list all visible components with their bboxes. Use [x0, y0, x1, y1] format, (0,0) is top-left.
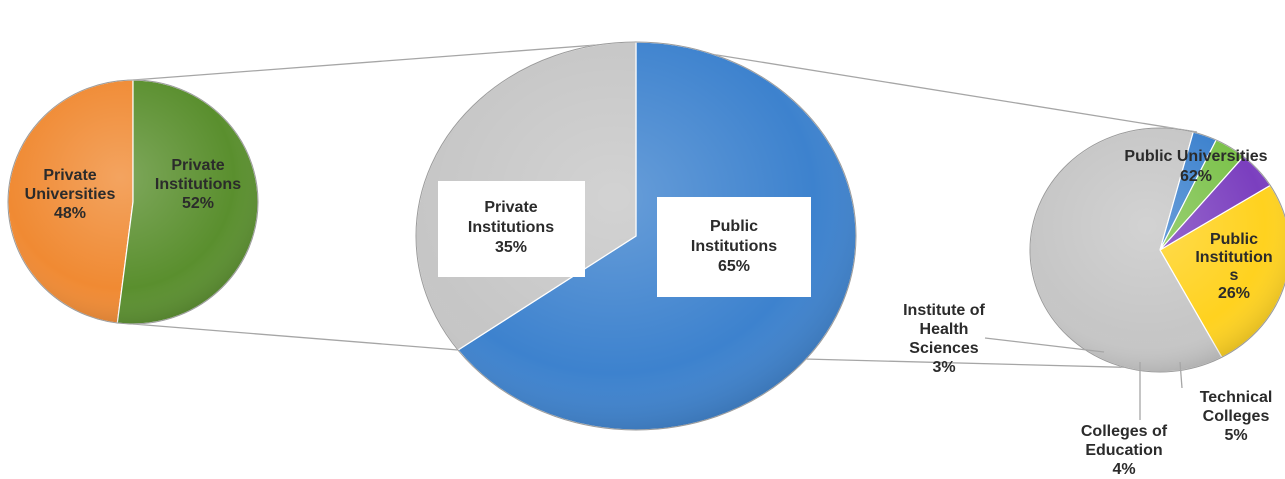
- pie2-shading: [415, 41, 857, 431]
- connector-line-top-right: [635, 41, 1198, 133]
- pie3-label-public-universities: Public Universities 62%: [1124, 148, 1267, 185]
- pie1-label-private-institutions: Private Institutions 52%: [155, 157, 241, 212]
- pie3-label-colleges-of-education: Colleges of Education 4%: [1081, 423, 1168, 478]
- pie1-label-private-universities: Private Universities 48%: [25, 167, 116, 222]
- pie2-label-box-public: [657, 197, 811, 297]
- pie3-label-institute-of-health-sciences: Institute of Health Sciences 3%: [903, 302, 985, 376]
- leader-line-technical-colleges: [1179, 361, 1183, 389]
- connector-line-top-left: [132, 41, 637, 81]
- pie2-label-private-institutions: Private Institutions 35%: [468, 199, 554, 256]
- pie2-label-public-institutions: Public Institutions 65%: [691, 218, 777, 275]
- pie1-shading: [7, 79, 259, 325]
- pie3-label-public-institutions: Public Institution s 26%: [1195, 231, 1272, 302]
- pie3-label-technical-colleges: Technical Colleges 5%: [1200, 389, 1273, 444]
- pie3-shading: [1029, 127, 1285, 373]
- leader-line-health-sciences: [984, 337, 1105, 353]
- pie2-label-box-private: [438, 181, 585, 277]
- connector-line-bottom-left: [132, 323, 459, 351]
